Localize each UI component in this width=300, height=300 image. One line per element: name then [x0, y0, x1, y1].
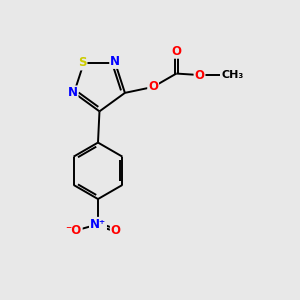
- Text: O: O: [148, 80, 158, 93]
- Text: ⁻O: ⁻O: [65, 224, 82, 237]
- Text: N: N: [68, 86, 77, 99]
- Text: S: S: [78, 56, 86, 70]
- Text: O: O: [171, 45, 181, 58]
- Text: CH₃: CH₃: [222, 70, 244, 80]
- Text: O: O: [194, 68, 205, 82]
- Text: N⁺: N⁺: [90, 218, 106, 231]
- Text: N: N: [110, 55, 120, 68]
- Text: O: O: [111, 224, 121, 237]
